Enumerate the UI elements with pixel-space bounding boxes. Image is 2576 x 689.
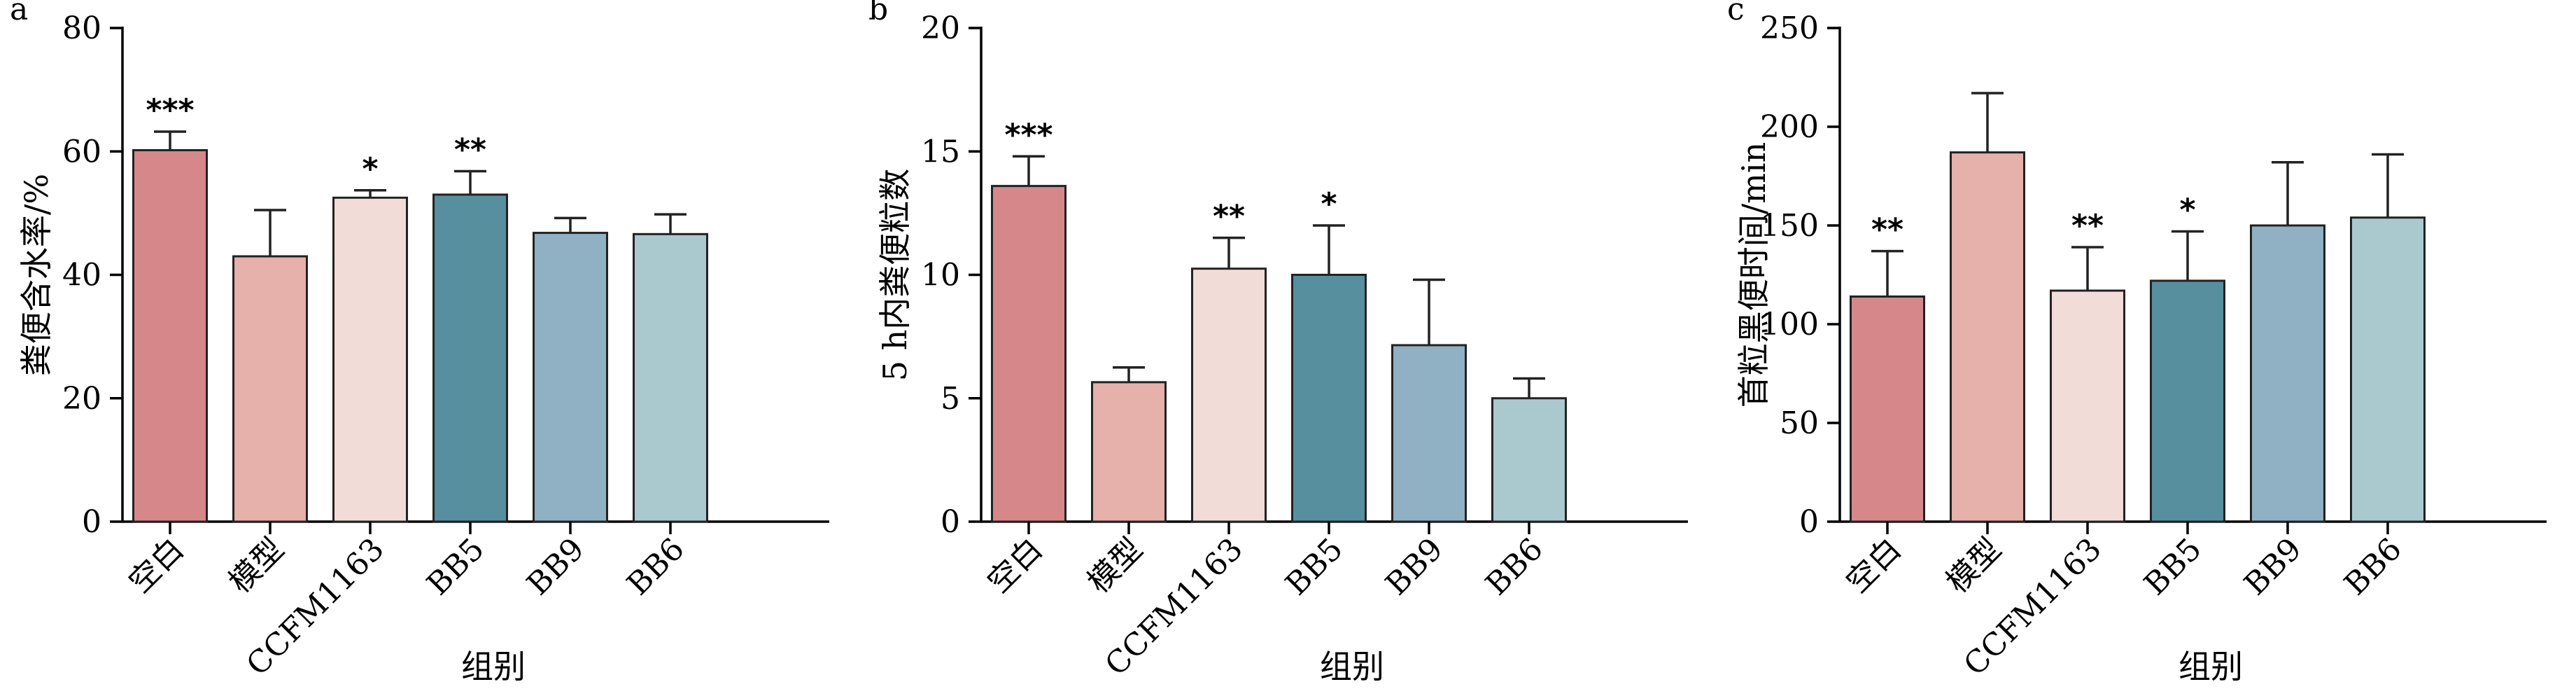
x-tick-label: BB9 bbox=[1379, 531, 1450, 603]
bar-4 bbox=[533, 232, 608, 523]
x-tick-label: BB6 bbox=[2337, 531, 2409, 603]
bar-5 bbox=[633, 232, 708, 523]
x-tick-label: BB6 bbox=[1479, 531, 1550, 603]
bar-0 bbox=[132, 148, 208, 523]
y-tick-label: 0 bbox=[1799, 504, 1819, 540]
bar-2 bbox=[1191, 267, 1267, 523]
y-tick-label: 20 bbox=[921, 11, 960, 46]
y-tick-label: 80 bbox=[62, 11, 101, 46]
x-tick-label: BB5 bbox=[1279, 531, 1350, 603]
panel-letter: a bbox=[10, 0, 28, 27]
x-tick-label: 空白 bbox=[1839, 531, 1908, 600]
significance-label: * bbox=[2179, 192, 2195, 228]
panel-letter: c bbox=[1727, 0, 1745, 27]
y-axis-title: 5 h内粪便粒数 bbox=[876, 169, 914, 382]
y-tick-label: 50 bbox=[1780, 405, 1819, 441]
bar-3 bbox=[432, 193, 508, 523]
bar-4 bbox=[2250, 224, 2325, 523]
y-tick-label: 10 bbox=[921, 258, 960, 293]
significance-label: ** bbox=[454, 132, 486, 167]
y-tick-label: 150 bbox=[1760, 208, 1819, 244]
x-tick-label: BB6 bbox=[620, 531, 691, 603]
bar-2 bbox=[2050, 289, 2125, 523]
bar-1 bbox=[1950, 151, 2025, 523]
bar-3 bbox=[1291, 274, 1367, 523]
x-tick-label: BB5 bbox=[2137, 531, 2209, 603]
y-tick-label: 20 bbox=[62, 381, 101, 417]
y-tick-label: 0 bbox=[941, 504, 960, 540]
chart-panel-c: c 0 50 100 150 200 250 首粒黑便时间/min ** 空白 模型 ** CCFM11… bbox=[1717, 0, 2576, 689]
x-tick-label: 模型 bbox=[222, 531, 290, 600]
y-axis-title: 首粒黑便时间/min bbox=[1735, 142, 1773, 408]
bar-0 bbox=[991, 185, 1067, 523]
y-axis-title: 粪便含水率/% bbox=[17, 174, 55, 376]
x-tick-label: BB9 bbox=[2237, 531, 2309, 603]
bar-0 bbox=[1850, 295, 1925, 523]
significance-label: * bbox=[362, 151, 378, 187]
x-tick-label: 模型 bbox=[1939, 531, 2008, 600]
panel-letter: b bbox=[868, 0, 888, 27]
x-axis-title: 组别 bbox=[461, 648, 526, 685]
x-tick-label: BB9 bbox=[520, 531, 591, 603]
x-tick-label: 空白 bbox=[980, 531, 1049, 600]
x-tick-label: BB5 bbox=[420, 531, 491, 603]
significance-label: ** bbox=[2071, 208, 2104, 244]
significance-label: *** bbox=[1004, 117, 1053, 153]
bar-5 bbox=[1491, 397, 1567, 523]
bar-5 bbox=[2350, 216, 2426, 523]
y-tick-label: 0 bbox=[82, 504, 101, 540]
y-tick-label: 60 bbox=[62, 134, 101, 169]
bar-1 bbox=[232, 255, 308, 523]
y-tick-label: 250 bbox=[1760, 11, 1819, 46]
y-tick-label: 40 bbox=[62, 258, 101, 293]
y-tick-label: 100 bbox=[1760, 307, 1819, 342]
significance-label: ** bbox=[1213, 199, 1245, 235]
chart-panel-b: b 0 5 10 15 20 5 h内粪便粒数 *** 空白 模型 ** CCFM1163 * BB5 BB… bbox=[859, 0, 1717, 689]
x-axis-title: 组别 bbox=[1320, 648, 1384, 685]
x-tick-label: 空白 bbox=[122, 531, 190, 600]
y-tick-label: 5 bbox=[941, 381, 960, 417]
bar-2 bbox=[332, 196, 408, 523]
chart-panel-a: a 0 20 40 60 80 粪便含水率/% *** 空白 模型 * CCFM1163 ** BB5 BB… bbox=[0, 0, 859, 689]
bar-4 bbox=[1391, 344, 1467, 523]
bar-3 bbox=[2150, 279, 2225, 523]
bar-1 bbox=[1091, 381, 1167, 523]
significance-label: ** bbox=[1871, 212, 1903, 248]
x-axis-title: 组别 bbox=[2179, 648, 2243, 685]
significance-label: *** bbox=[146, 92, 194, 128]
y-tick-label: 15 bbox=[921, 134, 960, 169]
y-tick-label: 200 bbox=[1760, 109, 1819, 145]
x-tick-label: 模型 bbox=[1081, 531, 1149, 600]
significance-label: * bbox=[1321, 186, 1337, 222]
